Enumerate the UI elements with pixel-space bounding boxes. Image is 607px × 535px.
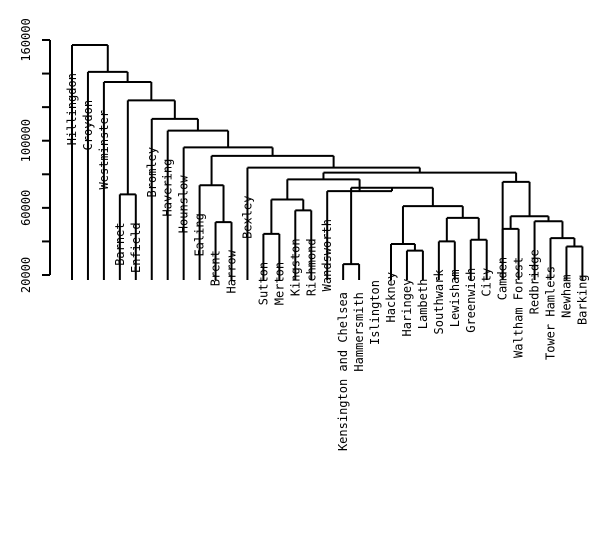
leaf-label: City: [480, 268, 494, 297]
leaf-label: Ealing: [193, 213, 207, 256]
y-axis: 20000 60000 100000 160000: [19, 18, 51, 293]
leaf-label: Sutton: [256, 262, 270, 305]
leaf-label: Hounslow: [177, 175, 191, 234]
leaf-label: Hammersmith: [352, 292, 366, 371]
leaf-label: Redbridge: [528, 249, 542, 314]
leaf-label: Islington: [368, 280, 382, 345]
leaf-label: Hillingdon: [65, 73, 79, 145]
leaf-label: Brent: [209, 250, 223, 286]
leaf-label: Barking: [575, 274, 589, 325]
leaf-label: Croydon: [81, 100, 95, 151]
leaf-label: Westminster: [97, 110, 111, 189]
leaf-label: Kingston: [288, 238, 302, 296]
leaf-label: Lewisham: [448, 269, 462, 327]
leaf-label: Harrow: [225, 249, 239, 293]
leaf-label: Havering: [161, 159, 175, 217]
leaf-label: Tower Hamlets: [544, 266, 558, 360]
leaf-label: Richmond: [304, 238, 318, 296]
leaf-label: Enfield: [129, 222, 143, 273]
leaf-labels: Hillingdon Croydon Westminster Barnet Enfiel…: [65, 73, 589, 451]
leaf-label: Waltham Forest: [512, 257, 526, 358]
dendrogram-links: [71, 44, 584, 280]
leaf-label: Kensington and Chelsea: [336, 292, 350, 451]
y-tick-label: 20000: [19, 257, 33, 293]
leaf-label: Hackney: [384, 272, 398, 323]
y-tick-label: 160000: [19, 18, 33, 61]
leaf-label: Newham: [559, 274, 573, 317]
y-tick-label: 60000: [19, 190, 33, 226]
leaf-label: Camden: [496, 257, 510, 300]
leaf-label: Bromley: [145, 147, 159, 198]
leaf-label: Wandsworth: [320, 219, 334, 291]
y-tick-label: 100000: [19, 119, 33, 162]
leaf-label: Lambeth: [416, 279, 430, 330]
leaf-label: Haringey: [400, 279, 414, 337]
leaf-label: Bexley: [240, 196, 254, 239]
leaf-label: Greenwich: [464, 268, 478, 333]
leaf-label: Barnet: [113, 222, 127, 265]
leaf-label: Merton: [272, 262, 286, 305]
leaf-label: Southwark: [432, 269, 446, 335]
